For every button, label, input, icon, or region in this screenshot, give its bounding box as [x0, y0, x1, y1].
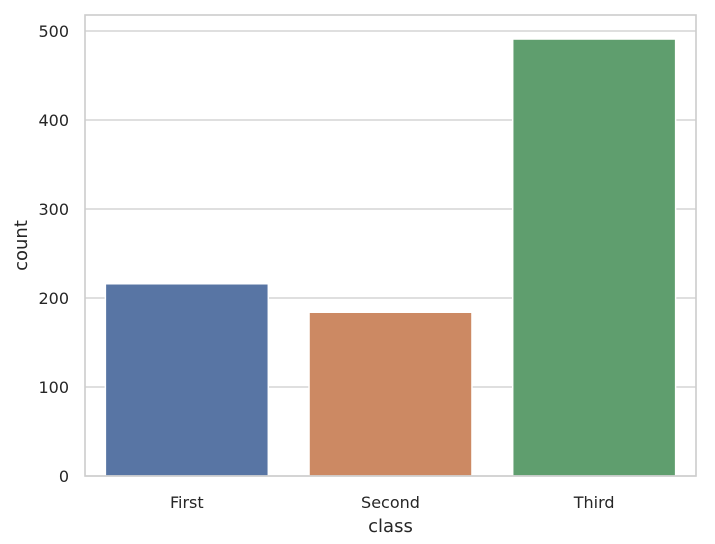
x-tick-label-third: Third — [573, 493, 615, 512]
y-tick-label: 400 — [38, 111, 69, 130]
y-tick-label: 0 — [59, 467, 69, 486]
plot-frame — [84, 14, 697, 477]
bars-layer — [104, 38, 677, 477]
x-tick-label-second: Second — [361, 493, 420, 512]
x-tick-label-first: First — [170, 493, 204, 512]
x-axis-label: class — [368, 516, 413, 537]
y-axis-label: count — [11, 220, 32, 271]
y-tick-label: 500 — [38, 22, 69, 41]
y-tick-label: 300 — [38, 200, 69, 219]
bar-third — [511, 38, 677, 477]
bar-first — [104, 283, 270, 477]
x-tick-labels: First Second Third — [170, 493, 615, 512]
bar-second — [308, 311, 473, 477]
y-tick-label: 100 — [38, 378, 69, 397]
y-tick-labels: 0 100 200 300 400 500 — [38, 22, 69, 486]
y-tick-label: 200 — [38, 289, 69, 308]
